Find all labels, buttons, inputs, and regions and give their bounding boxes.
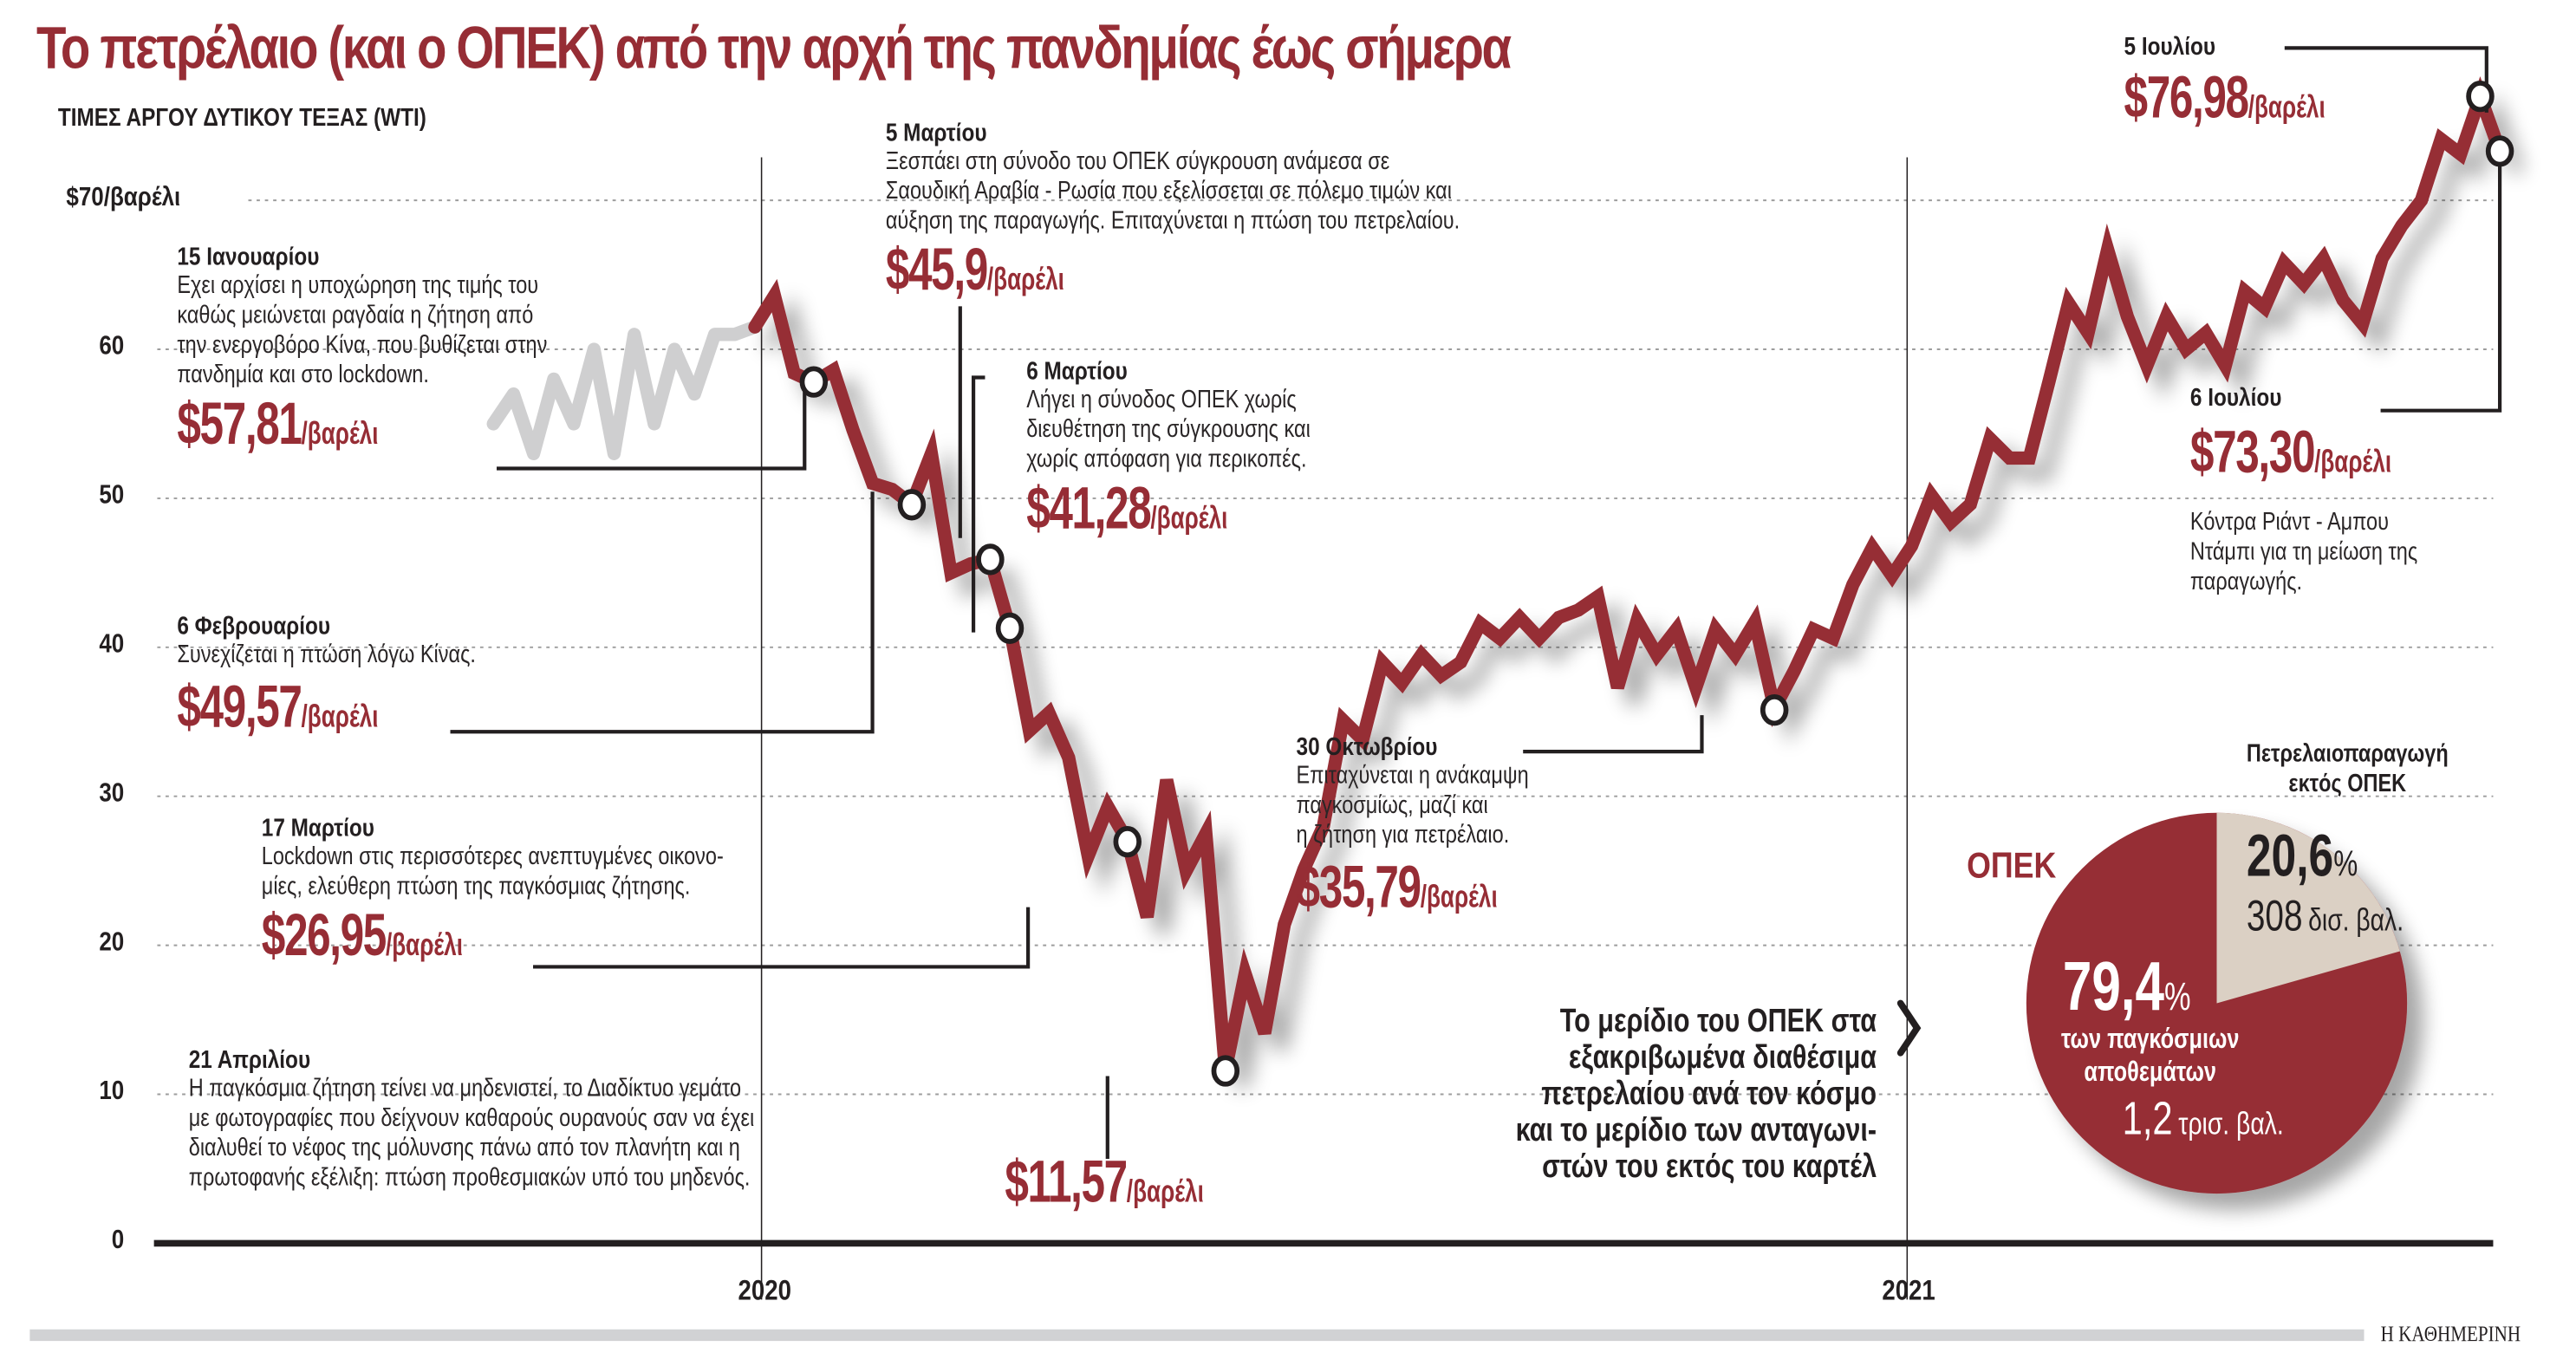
event-marker bbox=[976, 543, 1005, 576]
opec-label: ΟΠΕΚ bbox=[1967, 844, 2057, 886]
event-text: Επιταχύνεται η ανάκαμψη παγκοσμίως, μαζί… bbox=[1296, 761, 1529, 849]
event-jul5: 5 Ιουλίου $76,98/βαρέλι bbox=[2124, 33, 2404, 127]
event-date: 6 Μαρτίου bbox=[1026, 357, 1128, 387]
event-date: 15 Ιανουαρίου bbox=[177, 243, 320, 272]
pre-2020-price-line bbox=[486, 320, 762, 460]
wti-price-line bbox=[748, 75, 2507, 1072]
event-price: $41,28/βαρέλι bbox=[1026, 473, 1228, 542]
x-tick-2020: 2020 bbox=[738, 1274, 791, 1306]
chevron-right-icon bbox=[1896, 999, 1922, 1057]
event-date: 21 Απριλίου bbox=[188, 1046, 311, 1075]
y-tick: 0 bbox=[111, 1226, 125, 1255]
opec-pct: 79,4% bbox=[2062, 946, 2191, 1025]
y-axis-top-label: $70/βαρέλι bbox=[66, 184, 181, 212]
leader-lines bbox=[450, 46, 2502, 1159]
y-tick: 40 bbox=[99, 630, 125, 660]
event-marker bbox=[897, 489, 927, 521]
opec-amount: 1,2 τρισ. βαλ. bbox=[2122, 1092, 2284, 1144]
opec-share-heading: Το μερίδιο του ΟΠΕΚ στα εξακριβωμένα δια… bbox=[1516, 1003, 1877, 1186]
event-price: $45,9/βαρέλι bbox=[885, 235, 1064, 303]
event-text: Η παγκόσμια ζήτηση τείνει να μηδενιστεί,… bbox=[188, 1074, 755, 1193]
non-opec-amount: 308 δισ. βαλ. bbox=[2246, 890, 2404, 940]
event-mar6: 6 Μαρτίου Λήγει η σύνοδος ΟΠΕΚ χωρίς διε… bbox=[1026, 358, 1373, 538]
chart-subtitle: ΤΙΜΕΣ ΑΡΓΟΥ ΔΥΤΙΚΟΥ ΤΕΞΑΣ (WTI) bbox=[57, 104, 426, 133]
event-jan15: 15 Ιανουαρίου Εχει αρχίσει η υποχώρηση τ… bbox=[177, 244, 628, 454]
event-date: 6 Ιουλίου bbox=[2189, 384, 2282, 413]
event-mar17: 17 Μαρτίου Lockdown στις περισσότερες αν… bbox=[262, 815, 825, 966]
event-price: $49,57/βαρέλι bbox=[177, 672, 379, 740]
event-marker bbox=[995, 612, 1025, 644]
event-date: 30 Οκτωβρίου bbox=[1296, 733, 1438, 762]
event-feb6: 6 Φεβρουαρίου Συνεχίζεται η πτώση λόγω Κ… bbox=[177, 613, 541, 737]
event-text: Ξεσπάει στη σύνοδο του ΟΠΕΚ σύγκρουση αν… bbox=[885, 146, 1460, 236]
event-date: 5 Ιουλίου bbox=[2124, 33, 2216, 62]
y-tick: 30 bbox=[99, 779, 125, 809]
event-text: Lockdown στις περισσότερες ανεπτυγμένες … bbox=[261, 842, 724, 901]
event-price: $73,30/βαρέλι bbox=[2189, 417, 2392, 485]
event-date: 17 Μαρτίου bbox=[261, 814, 374, 843]
x-tick-2021: 2021 bbox=[1882, 1274, 1935, 1306]
event-marker bbox=[1211, 1055, 1240, 1087]
event-jul6: 6 Ιουλίου $73,30/βαρέλι Κόντρα Ριάντ - Α… bbox=[2190, 384, 2469, 597]
event-markers bbox=[799, 80, 2514, 1087]
event-text: Λήγει η σύνοδος ΟΠΕΚ χωρίς διευθέτηση τη… bbox=[1026, 386, 1311, 474]
event-oct30: 30 Οκτωβρίου Επιταχύνεται η ανάκαμψη παγ… bbox=[1297, 733, 1580, 917]
event-apr21-price: $11,57/βαρέλι bbox=[1005, 1147, 1204, 1215]
event-date: 5 Μαρτίου bbox=[885, 119, 987, 147]
event-text: Εχει αρχίσει η υποχώρηση της τιμής του κ… bbox=[177, 271, 548, 389]
y-tick: 10 bbox=[99, 1077, 125, 1106]
y-tick: 50 bbox=[99, 481, 125, 511]
event-price: $26,95/βαρέλι bbox=[261, 901, 463, 969]
event-marker bbox=[2485, 135, 2514, 167]
opec-desc: των παγκόσμιων αποθεμάτων bbox=[2060, 1023, 2240, 1088]
publisher-logo: Η ΚΑΘΗΜΕΡΙΝΗ bbox=[2380, 1321, 2521, 1346]
footer-bar bbox=[29, 1329, 2365, 1342]
y-tick: 20 bbox=[99, 928, 125, 957]
event-marker bbox=[2466, 80, 2495, 113]
chart-title: Το πετρέλαιο (και ο ΟΠΕΚ) από την αρχή τ… bbox=[36, 13, 1512, 81]
event-price: $35,79/βαρέλι bbox=[1296, 852, 1498, 920]
y-tick: 60 bbox=[99, 332, 125, 361]
event-marker bbox=[799, 366, 829, 398]
event-price: $76,98/βαρέλι bbox=[2124, 62, 2326, 131]
event-price: $57,81/βαρέλι bbox=[177, 388, 379, 458]
event-text: Κόντρα Ριάντ - Αμπου Ντάμπι για τη μείωσ… bbox=[2189, 508, 2418, 596]
event-marker bbox=[1113, 825, 1142, 858]
non-opec-label: Πετρελαιοπαραγωγή εκτός ΟΠΕΚ bbox=[2246, 739, 2449, 798]
event-text: Συνεχίζεται η πτώση λόγω Κίνας. bbox=[177, 641, 476, 669]
event-marker bbox=[1760, 694, 1789, 726]
opec-pie bbox=[2026, 812, 2408, 1194]
event-mar5: 5 Μαρτίου Ξεσπάει στη σύνοδο του ΟΠΕΚ σύ… bbox=[886, 120, 1586, 300]
event-apr21: 21 Απριλίου Η παγκόσμια ζήτηση τείνει να… bbox=[189, 1046, 879, 1194]
event-date: 6 Φεβρουαρίου bbox=[177, 612, 331, 641]
non-opec-pct: 20,6% bbox=[2246, 821, 2358, 889]
